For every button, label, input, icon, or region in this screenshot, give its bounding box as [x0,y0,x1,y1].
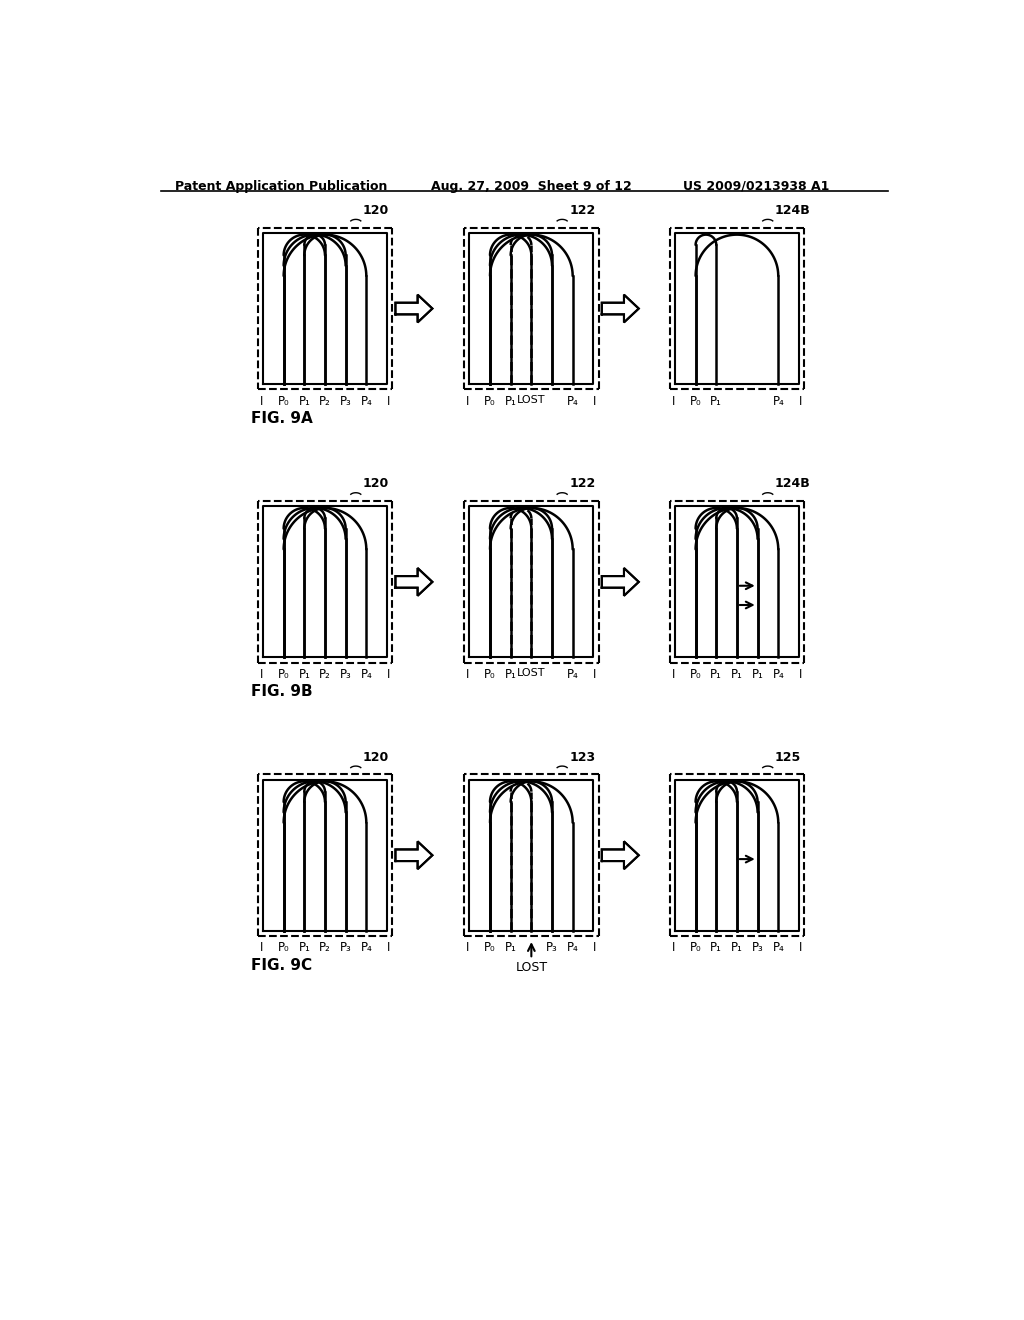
Text: P₁: P₁ [731,941,742,954]
Text: I: I [593,395,597,408]
Text: P₀: P₀ [690,668,701,681]
Text: I: I [260,941,263,954]
Text: P₃: P₃ [340,941,351,954]
Text: P₁: P₁ [505,395,517,408]
Text: LOST: LOST [515,961,548,974]
Text: P₀: P₀ [278,395,290,408]
Text: P₄: P₄ [772,941,784,954]
Text: I: I [799,395,802,408]
Text: P₀: P₀ [484,395,496,408]
Text: 122: 122 [569,203,595,216]
Text: P₃: P₃ [752,941,764,954]
Text: FIG. 9B: FIG. 9B [252,684,313,700]
Text: I: I [387,668,390,681]
Text: P₁: P₁ [505,668,517,681]
Text: P₀: P₀ [690,395,701,408]
Text: P₃: P₃ [340,668,351,681]
Text: I: I [387,395,390,408]
Text: P₄: P₄ [360,941,372,954]
Text: 120: 120 [362,478,389,490]
Text: 124B: 124B [775,478,810,490]
Text: I: I [260,668,263,681]
Text: P₀: P₀ [690,941,701,954]
Text: FIG. 9C: FIG. 9C [252,958,312,973]
Text: 123: 123 [569,751,595,763]
Text: 122: 122 [569,478,595,490]
Text: P₄: P₄ [772,395,784,408]
Text: I: I [799,668,802,681]
Text: I: I [593,668,597,681]
Text: I: I [593,941,597,954]
Text: P₄: P₄ [360,395,372,408]
Polygon shape [602,294,639,322]
Text: 125: 125 [775,751,801,763]
Text: 120: 120 [362,203,389,216]
Text: Aug. 27, 2009  Sheet 9 of 12: Aug. 27, 2009 Sheet 9 of 12 [431,180,632,193]
Text: 120: 120 [362,751,389,763]
Text: P₀: P₀ [278,668,290,681]
Text: P₁: P₁ [711,941,722,954]
Text: P₄: P₄ [772,668,784,681]
Text: P₄: P₄ [567,941,579,954]
Text: US 2009/0213938 A1: US 2009/0213938 A1 [683,180,829,193]
Text: P₃: P₃ [340,395,351,408]
Text: P₀: P₀ [278,941,290,954]
Text: I: I [260,395,263,408]
Text: Patent Application Publication: Patent Application Publication [175,180,388,193]
Text: I: I [672,395,675,408]
Text: I: I [466,395,470,408]
Text: P₂: P₂ [319,395,331,408]
Text: I: I [466,941,470,954]
Text: P₀: P₀ [484,668,496,681]
Text: P₁: P₁ [752,668,764,681]
Text: P₄: P₄ [360,668,372,681]
Polygon shape [395,568,432,595]
Text: P₄: P₄ [567,668,579,681]
Text: P₁: P₁ [731,668,742,681]
Text: I: I [466,668,470,681]
Text: P₂: P₂ [319,941,331,954]
Text: P₁: P₁ [298,668,310,681]
Polygon shape [395,841,432,869]
Polygon shape [602,841,639,869]
Text: P₄: P₄ [567,395,579,408]
Text: FIG. 9A: FIG. 9A [252,411,313,426]
Text: P₁: P₁ [298,941,310,954]
Text: LOST: LOST [517,395,546,405]
Text: P₁: P₁ [505,941,517,954]
Polygon shape [602,568,639,595]
Text: P₁: P₁ [298,395,310,408]
Text: P₃: P₃ [546,941,558,954]
Text: LOST: LOST [517,668,546,678]
Text: I: I [387,941,390,954]
Text: I: I [799,941,802,954]
Text: 124B: 124B [775,203,810,216]
Text: P₁: P₁ [711,668,722,681]
Text: P₀: P₀ [484,941,496,954]
Text: P₂: P₂ [319,668,331,681]
Text: P₁: P₁ [711,395,722,408]
Polygon shape [395,294,432,322]
Text: I: I [672,941,675,954]
Text: I: I [672,668,675,681]
